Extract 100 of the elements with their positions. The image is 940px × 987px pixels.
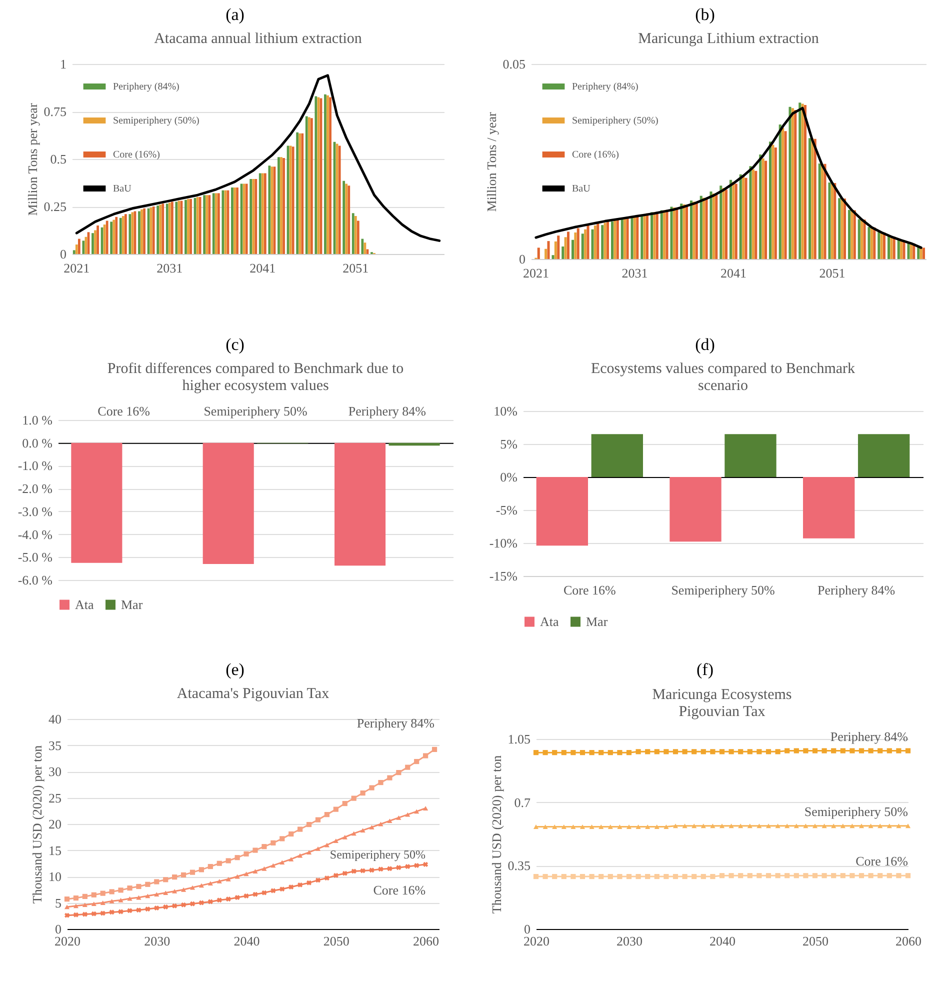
point bbox=[234, 855, 240, 860]
bar bbox=[308, 117, 310, 254]
point bbox=[542, 874, 548, 880]
point bbox=[190, 870, 196, 875]
bar bbox=[268, 166, 271, 254]
point bbox=[154, 905, 160, 911]
y-tick-label: 40 bbox=[48, 712, 62, 726]
bar bbox=[162, 204, 164, 254]
line-series bbox=[534, 106, 922, 249]
bar bbox=[75, 244, 78, 254]
bar bbox=[748, 166, 752, 259]
x-tick-label: 2031 bbox=[621, 266, 648, 280]
point bbox=[868, 873, 873, 878]
point bbox=[396, 865, 402, 870]
bar bbox=[672, 208, 675, 259]
bar bbox=[794, 110, 796, 259]
bar bbox=[790, 108, 794, 259]
point bbox=[710, 874, 715, 880]
series-label: Periphery 84% bbox=[830, 728, 908, 744]
y-tick-label: 5 bbox=[55, 895, 62, 910]
bar bbox=[734, 184, 737, 259]
point bbox=[849, 824, 854, 828]
point bbox=[154, 892, 160, 897]
bar bbox=[867, 227, 870, 259]
series-label: Core 16% bbox=[373, 882, 426, 898]
text: (c) bbox=[224, 334, 246, 356]
bar bbox=[301, 133, 304, 254]
bar bbox=[586, 225, 589, 259]
point bbox=[315, 817, 321, 822]
bar bbox=[561, 246, 564, 259]
bar bbox=[652, 212, 656, 259]
bar bbox=[576, 228, 579, 259]
bar bbox=[882, 232, 886, 259]
bar bbox=[732, 182, 734, 259]
bar bbox=[329, 97, 332, 254]
point bbox=[369, 868, 374, 873]
bar bbox=[682, 204, 685, 259]
bar bbox=[852, 210, 856, 259]
point bbox=[414, 809, 420, 814]
x-tick-label: 2031 bbox=[156, 260, 183, 276]
bar bbox=[781, 128, 784, 259]
point bbox=[570, 750, 576, 756]
point bbox=[369, 785, 374, 790]
x-tick-label: 2050 bbox=[802, 934, 828, 948]
point bbox=[315, 846, 321, 851]
chart-title: Atacama's Pigouvian Tax bbox=[176, 686, 330, 702]
bar bbox=[94, 230, 96, 254]
bar bbox=[630, 216, 633, 259]
bar bbox=[212, 193, 215, 254]
bar bbox=[655, 212, 658, 259]
point bbox=[784, 748, 790, 754]
point bbox=[830, 748, 836, 754]
bar bbox=[692, 202, 695, 259]
bar bbox=[326, 95, 329, 254]
y-tick-label: 25 bbox=[48, 790, 62, 806]
y-tick-label: 10 bbox=[48, 869, 62, 884]
point bbox=[163, 904, 168, 910]
point bbox=[756, 749, 762, 754]
point bbox=[560, 750, 566, 756]
point bbox=[127, 908, 132, 914]
point bbox=[216, 860, 222, 866]
bar bbox=[324, 94, 326, 254]
point bbox=[654, 749, 659, 754]
point bbox=[342, 870, 348, 876]
point bbox=[145, 882, 150, 887]
point bbox=[635, 874, 640, 880]
bar bbox=[610, 222, 614, 259]
bar bbox=[645, 213, 648, 259]
point bbox=[82, 912, 88, 917]
point bbox=[774, 749, 780, 754]
legend-label: Core (16%) bbox=[572, 150, 618, 160]
bar bbox=[818, 163, 820, 259]
point bbox=[127, 896, 132, 901]
bar bbox=[778, 124, 781, 259]
y-tick-label: 10% bbox=[493, 404, 518, 418]
bar bbox=[820, 164, 824, 259]
point bbox=[682, 749, 687, 754]
bar bbox=[636, 215, 638, 259]
point bbox=[324, 842, 330, 848]
point bbox=[262, 866, 267, 871]
point bbox=[654, 824, 659, 829]
point bbox=[414, 758, 420, 764]
bar bbox=[828, 182, 830, 259]
bar bbox=[728, 180, 732, 259]
bar bbox=[626, 216, 628, 259]
bar bbox=[742, 176, 744, 259]
y-tick-label: 0 bbox=[518, 252, 525, 266]
x-tick-label: 2030 bbox=[616, 934, 642, 948]
legend-label: Core (16%) bbox=[113, 150, 160, 160]
bar bbox=[761, 158, 764, 259]
point bbox=[163, 890, 168, 895]
point bbox=[858, 748, 864, 754]
bar bbox=[798, 102, 801, 259]
y-tick-label: -5.0 % bbox=[18, 550, 53, 565]
point bbox=[588, 874, 594, 880]
legend-label: Ata bbox=[540, 614, 558, 629]
bar bbox=[184, 200, 187, 254]
point bbox=[244, 893, 249, 898]
point bbox=[746, 824, 752, 828]
x-tick-label: Periphery 84% bbox=[348, 404, 426, 418]
